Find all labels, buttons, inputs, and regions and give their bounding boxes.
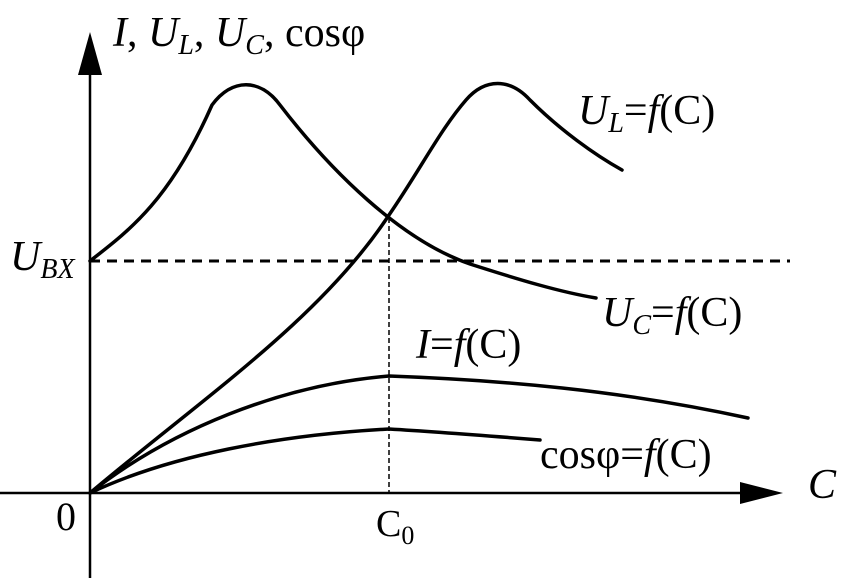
uc-curve [88,83,598,300]
x-axis-label: C [808,462,837,508]
ubx-label: UBX [10,234,75,285]
uc-curve-label: UC=f(C) [602,290,742,341]
ul-curve [88,81,624,495]
y-axis-arrow [78,32,102,75]
cos-curve [88,427,542,495]
origin-label: 0 [56,494,76,539]
i-curve-label: I=f(C) [415,322,521,368]
c0-label: C0 [376,503,414,550]
ul-curve-label: UL=f(C) [578,88,715,139]
cos-curve-label: cosφ=f(C) [540,432,712,478]
i-curve [88,374,750,495]
x-axis-arrow [740,482,783,504]
y-axis-label: I, UL, UC, cosφ [112,10,365,61]
